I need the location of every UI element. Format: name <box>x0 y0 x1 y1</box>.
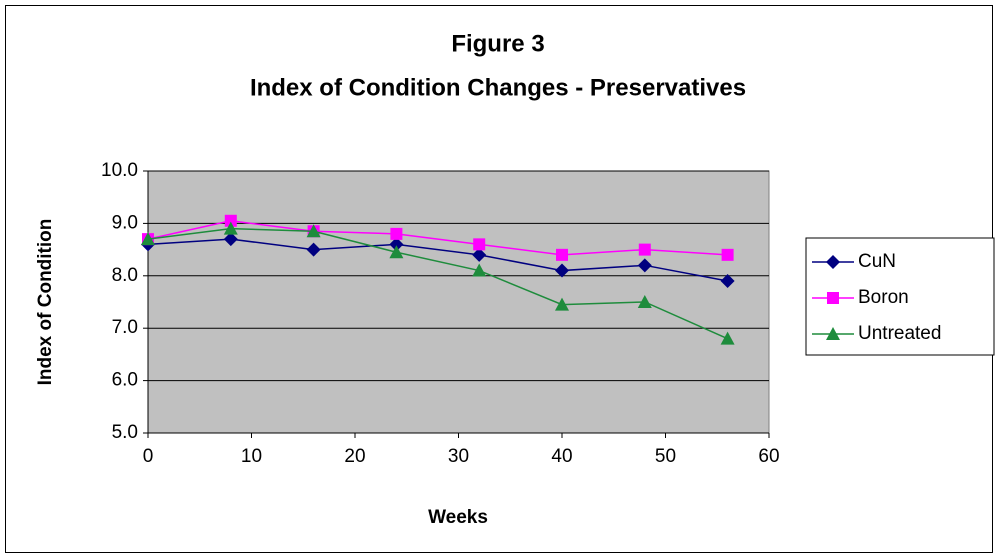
x-tick-label: 50 <box>655 446 676 467</box>
legend-label: CuN <box>858 251 896 272</box>
series-line <box>147 227 728 340</box>
legend-marker <box>827 292 839 304</box>
marker <box>141 232 155 246</box>
legend-marker <box>826 327 840 340</box>
chart-title: Figure 3 <box>451 30 544 57</box>
x-tick-label: 60 <box>758 446 779 467</box>
series-line <box>147 220 728 256</box>
y-tick-label: 7.0 <box>112 317 138 338</box>
marker <box>306 242 321 257</box>
marker <box>721 248 734 261</box>
marker <box>555 263 569 278</box>
legend-marker <box>826 255 840 269</box>
x-tick-label: 0 <box>143 446 154 467</box>
marker <box>389 245 404 259</box>
marker <box>472 247 487 262</box>
marker <box>555 297 569 311</box>
x-tick-label: 40 <box>551 446 572 467</box>
marker <box>637 258 652 273</box>
marker <box>223 221 238 235</box>
marker <box>637 295 652 308</box>
y-axis-label: Index of Condition <box>35 219 56 386</box>
marker <box>224 214 237 227</box>
legend-label: Boron <box>858 287 909 308</box>
marker <box>306 224 321 238</box>
x-tick-label: 20 <box>344 446 365 467</box>
y-tick-label: 6.0 <box>112 370 138 391</box>
y-tick-label: 9.0 <box>112 212 138 233</box>
y-tick-label: 8.0 <box>112 265 138 286</box>
marker <box>472 263 487 277</box>
series-line <box>147 238 728 282</box>
marker <box>720 274 735 289</box>
marker <box>389 237 404 252</box>
y-tick-label: 10.0 <box>101 160 138 181</box>
marker <box>720 331 735 345</box>
marker <box>390 227 403 240</box>
marker <box>223 232 238 247</box>
legend-label: Untreated <box>858 323 941 344</box>
marker <box>638 243 651 256</box>
x-axis-label: Weeks <box>428 507 488 528</box>
x-tick-label: 10 <box>241 446 262 467</box>
y-tick-label: 5.0 <box>112 422 138 443</box>
x-tick-label: 30 <box>448 446 469 467</box>
marker <box>473 238 486 251</box>
chart-subtitle: Index of Condition Changes - Preservativ… <box>250 74 746 101</box>
marker <box>556 248 568 261</box>
plot-area <box>147 170 770 434</box>
